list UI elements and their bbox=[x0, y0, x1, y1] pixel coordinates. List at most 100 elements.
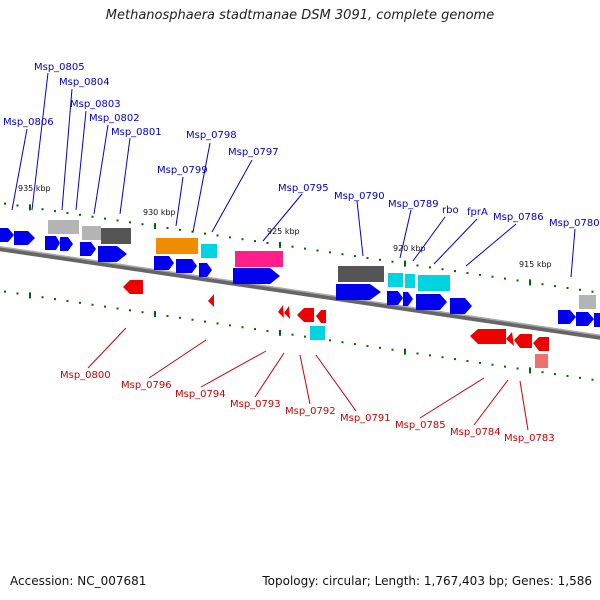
minor-tick bbox=[354, 343, 356, 346]
gene-label: Msp_0793 bbox=[230, 399, 281, 410]
minor-tick bbox=[216, 234, 219, 237]
major-tick bbox=[404, 260, 406, 267]
minor-tick bbox=[491, 363, 494, 366]
major-tick bbox=[279, 241, 281, 248]
reverse-gene-arrow bbox=[506, 332, 514, 346]
reverse-gene-arrow bbox=[316, 310, 326, 323]
scale-label: 930 kbp bbox=[143, 208, 176, 217]
minor-tick bbox=[566, 286, 569, 289]
minor-tick bbox=[366, 256, 369, 259]
major-tick bbox=[529, 367, 531, 374]
minor-tick bbox=[104, 217, 106, 220]
reverse-gene-arrow bbox=[123, 280, 143, 294]
leader-line bbox=[93, 124, 109, 215]
minor-tick bbox=[16, 292, 19, 295]
leader-line bbox=[356, 200, 364, 257]
gene-label: Msp_0797 bbox=[228, 147, 279, 158]
leader-line bbox=[473, 379, 509, 426]
forward-gene-arrow bbox=[60, 237, 73, 251]
minor-tick bbox=[329, 251, 331, 254]
leader-line bbox=[519, 380, 529, 431]
minor-tick bbox=[241, 326, 244, 329]
minor-tick bbox=[179, 228, 181, 231]
leader-line bbox=[465, 223, 517, 267]
darkgray-feature-block bbox=[101, 228, 131, 244]
gene-label: Msp_0804 bbox=[59, 77, 110, 88]
leader-line bbox=[192, 142, 211, 233]
minor-tick bbox=[141, 311, 144, 314]
gene-label: Msp_0792 bbox=[285, 406, 336, 417]
minor-tick bbox=[129, 309, 131, 312]
minor-tick bbox=[504, 365, 506, 368]
leader-line bbox=[254, 352, 285, 398]
cyan-feature-block bbox=[201, 244, 217, 258]
forward-gene-arrow bbox=[98, 246, 127, 262]
minor-tick bbox=[166, 314, 169, 317]
minor-tick bbox=[479, 273, 481, 276]
minor-tick bbox=[516, 279, 519, 282]
reverse-gene-arrow bbox=[533, 337, 549, 351]
minor-tick bbox=[341, 341, 344, 344]
forward-gene-arrow bbox=[0, 228, 14, 242]
major-tick bbox=[529, 279, 531, 286]
minor-tick bbox=[191, 318, 194, 321]
minor-tick bbox=[454, 270, 456, 273]
minor-tick bbox=[204, 320, 206, 323]
forward-gene-arrow bbox=[594, 313, 600, 327]
gene-label: Msp_0789 bbox=[388, 199, 439, 210]
minor-tick bbox=[316, 249, 319, 252]
minor-tick bbox=[329, 339, 331, 342]
minor-tick bbox=[229, 236, 231, 239]
leader-line bbox=[119, 137, 131, 215]
minor-tick bbox=[341, 253, 344, 256]
reverse-strand-genes bbox=[123, 280, 549, 368]
minor-tick bbox=[229, 324, 231, 327]
minor-tick bbox=[41, 296, 44, 299]
minor-tick bbox=[391, 260, 394, 263]
minor-tick bbox=[54, 298, 56, 301]
minor-tick bbox=[516, 367, 519, 370]
gene-label: Msp_0798 bbox=[186, 130, 237, 141]
cyan-feature-block bbox=[405, 274, 415, 288]
gene-label: Msp_0786 bbox=[493, 212, 544, 223]
reverse-gene-arrow bbox=[284, 306, 290, 319]
gray-feature-block bbox=[579, 295, 596, 309]
major-tick bbox=[279, 329, 281, 336]
leader-line bbox=[570, 228, 576, 278]
minor-tick bbox=[579, 376, 581, 379]
minor-tick bbox=[266, 241, 269, 244]
cyan-feature-block bbox=[418, 275, 450, 291]
leader-line bbox=[211, 159, 253, 233]
minor-tick bbox=[54, 210, 56, 213]
minor-tick bbox=[266, 329, 269, 332]
minor-tick bbox=[454, 358, 456, 361]
gene-label: Msp_0796 bbox=[121, 380, 172, 391]
minor-tick bbox=[129, 221, 131, 224]
major-tick bbox=[404, 348, 406, 355]
minor-tick bbox=[479, 361, 481, 364]
minor-tick bbox=[166, 226, 169, 229]
minor-tick bbox=[104, 305, 106, 308]
forward-gene-arrow bbox=[154, 256, 174, 270]
minor-tick bbox=[441, 268, 444, 271]
leader-line bbox=[87, 327, 127, 369]
minor-tick bbox=[491, 275, 494, 278]
orange-feature-block bbox=[156, 238, 198, 254]
gene-label: Msp_0791 bbox=[340, 413, 391, 424]
leader-line bbox=[315, 354, 357, 412]
minor-tick bbox=[429, 354, 431, 357]
gray-feature-block bbox=[82, 226, 101, 240]
leader-line bbox=[148, 339, 207, 379]
reverse-gene-arrow bbox=[297, 308, 314, 322]
minor-tick bbox=[379, 346, 381, 349]
minor-tick bbox=[566, 374, 569, 377]
minor-tick bbox=[291, 333, 294, 336]
minor-tick bbox=[41, 208, 44, 211]
gene-label: Msp_0805 bbox=[34, 62, 85, 73]
forward-gene-arrow bbox=[450, 298, 472, 314]
gray-feature-block bbox=[48, 220, 79, 234]
scale-label: 920 kbp bbox=[393, 244, 426, 253]
feature-blocks bbox=[48, 220, 596, 309]
leader-line bbox=[262, 193, 303, 242]
